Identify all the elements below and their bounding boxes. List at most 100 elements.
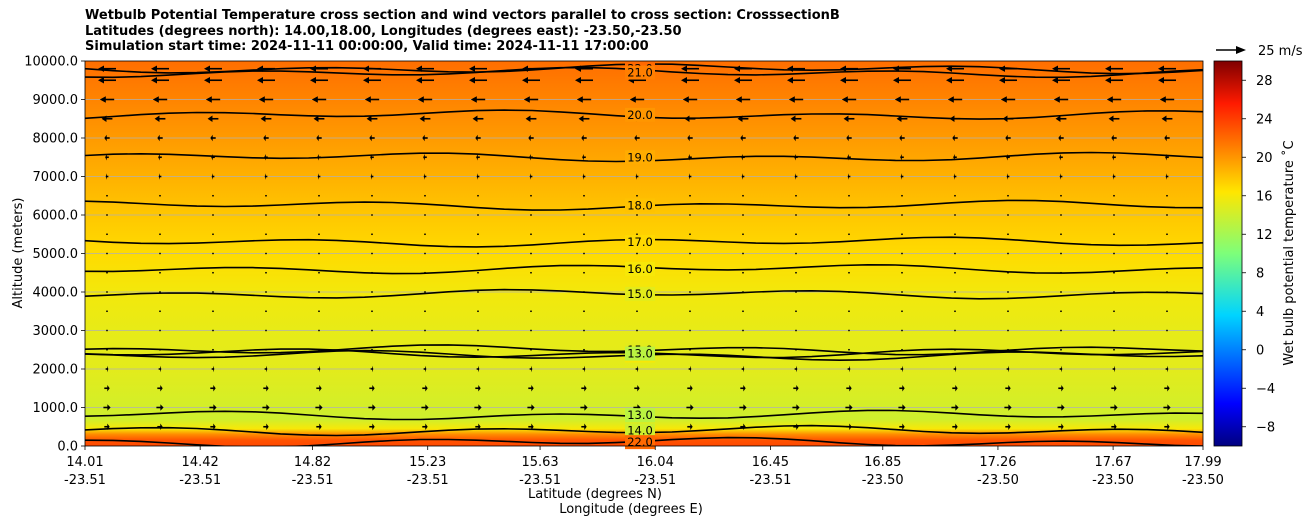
contour-label-bg-12 [625, 423, 655, 438]
wind-vector-15-2 [212, 348, 214, 351]
contour-label-bg-10 [625, 346, 655, 361]
wind-vector-8-20 [1166, 214, 1168, 216]
x-tick-label-lat-1: 14.42 [182, 455, 219, 470]
wind-vector-16-10-head [637, 365, 639, 373]
wind-vector-6-1-head [158, 173, 160, 180]
wind-vector-10-8 [530, 252, 532, 255]
wind-vector-6-14 [847, 173, 851, 180]
contour-label-bg-11 [625, 408, 655, 423]
wind-vector-1-7 [469, 77, 487, 84]
wind-vector-18-0 [103, 404, 111, 411]
wind-vector-6-20 [1165, 173, 1169, 180]
wind-vector-13-17 [1007, 310, 1009, 313]
wind-vector-15-5 [371, 348, 373, 351]
wind-vector-4-8 [528, 134, 534, 142]
wind-vector-4-4 [316, 134, 322, 142]
wind-vector-16-16-head [955, 365, 957, 373]
wind-vector-3-12-head [737, 115, 743, 122]
wind-vector-18-16-head [955, 404, 959, 411]
wind-vector-9-12 [742, 233, 744, 236]
wind-vector-3-18-head [1055, 115, 1061, 122]
wind-vector-6-9-head [582, 173, 584, 180]
colorbar-label: Wet bulb potential temperature ˚C [1281, 140, 1297, 365]
wind-vector-13-6 [424, 310, 426, 313]
y-axis: 0.0 1000.0 2000.0 3000.0 4000.0 5000.0 6000.0 7… [24, 55, 85, 455]
wind-vector-0-5-head [363, 65, 369, 72]
wind-vector-3-5-head [366, 115, 372, 122]
y-tick-label-2: 2000.0 [33, 363, 79, 378]
wind-vector-17-4-head [319, 385, 322, 392]
wind-vector-14-14 [848, 329, 850, 332]
wind-vector-4-1 [157, 134, 163, 142]
wind-vector-16-13 [794, 365, 798, 373]
wind-vector-3-17-head [1002, 115, 1008, 122]
colorbar-tick-label-7: 20 [1256, 151, 1273, 166]
wind-vector-3-9-head [578, 115, 584, 122]
wind-vector-0-14-head [840, 65, 846, 72]
wind-vector-11-5 [371, 271, 373, 274]
wind-vector-17-0-head [107, 385, 110, 392]
wind-vector-5-9 [582, 154, 586, 161]
wind-vector-1-19 [1105, 77, 1123, 84]
x-tick-label-lat-7: 16.85 [864, 455, 901, 470]
wind-vector-15-8 [530, 348, 532, 351]
wind-vector-13-7 [477, 310, 479, 313]
wind-vector-8-9 [583, 214, 585, 216]
wind-vector-10-11 [689, 252, 691, 255]
wind-vector-4-5-head [369, 134, 372, 142]
wind-vector-12-19 [1113, 291, 1115, 293]
wind-vector-4-16 [952, 134, 958, 142]
wind-vector-16-6 [423, 365, 427, 373]
wind-vector-18-17 [1004, 404, 1012, 411]
wind-vector-9-11 [689, 233, 691, 236]
wind-vector-6-11 [688, 173, 692, 180]
wind-vector-17-14 [846, 385, 852, 392]
colorbar-tick-label-8: 24 [1256, 112, 1273, 127]
wind-vector-19-11 [687, 423, 693, 430]
colorbar-tick-label-3: 4 [1256, 305, 1264, 320]
wind-vector-6-14-head [847, 173, 849, 180]
wind-vector-7-0 [106, 194, 108, 197]
wind-vector-2-5 [364, 96, 380, 103]
wind-vector-0-0 [98, 65, 116, 72]
wind-vector-8-3 [265, 214, 267, 216]
wind-vector-17-12 [740, 385, 746, 392]
wind-vector-5-19 [1112, 154, 1116, 161]
wind-vector-18-12 [739, 404, 747, 411]
wind-vector-7-20 [1166, 194, 1168, 197]
wind-vector-11-19 [1113, 271, 1115, 274]
wind-vector-17-18 [1058, 385, 1064, 392]
wind-vector-18-4 [315, 404, 323, 411]
wind-vector-6-6 [423, 173, 427, 180]
wind-vector-15-17 [1007, 348, 1009, 351]
plot-area: 22.021.020.019.018.017.016.015.015.016.0… [84, 60, 1204, 450]
wind-vector-17-18-head [1061, 385, 1064, 392]
wind-vector-19-12 [740, 423, 746, 430]
wind-vector-2-17-head [1000, 96, 1007, 103]
wind-vector-4-0-head [104, 134, 107, 142]
wind-vector-1-17 [999, 77, 1017, 84]
contour-label-bg-2 [625, 107, 655, 122]
wind-vector-3-20 [1161, 115, 1173, 122]
wind-vector-19-17 [1005, 423, 1011, 430]
wind-vector-19-18-head [1061, 423, 1064, 430]
wind-vector-19-16 [952, 423, 958, 430]
wind-vector-0-1-head [151, 65, 157, 72]
wind-vector-19-4-head [319, 423, 322, 430]
wind-vector-16-16 [953, 365, 957, 373]
wind-vector-19-18 [1058, 423, 1064, 430]
wind-vector-16-2 [211, 365, 215, 373]
wind-vector-17-15-head [902, 385, 905, 392]
wind-vector-4-20 [1164, 134, 1170, 142]
wind-vector-13-16 [954, 310, 956, 313]
wind-vector-1-0 [98, 77, 116, 84]
wind-vector-2-20-head [1159, 96, 1166, 103]
wind-vector-3-5 [366, 115, 378, 122]
wind-vector-0-11 [681, 65, 699, 72]
wind-vector-4-3-head [263, 134, 266, 142]
wind-vector-12-16 [954, 291, 956, 293]
wind-vector-7-3 [265, 194, 267, 197]
wind-vector-0-3-head [257, 65, 263, 72]
wind-vector-1-4-head [310, 77, 316, 84]
wind-vector-10-12 [742, 252, 744, 255]
